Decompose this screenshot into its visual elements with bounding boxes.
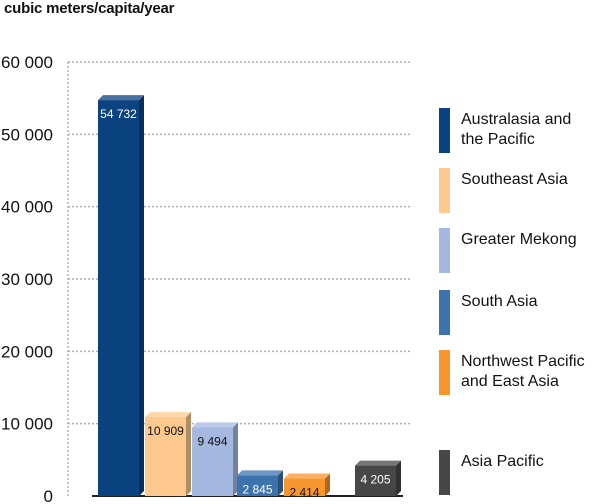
bar-value-label: 9 494 xyxy=(197,434,227,448)
legend-swatch xyxy=(439,350,450,395)
legend-swatch xyxy=(439,168,450,213)
bar: 4 205 xyxy=(355,460,401,496)
legend-label: Southeast Asia xyxy=(461,171,568,188)
y-tick-label: 0 xyxy=(44,487,53,504)
legend-swatch xyxy=(439,290,450,335)
bar: 2 414 xyxy=(284,473,330,500)
legend-item: Asia Pacific xyxy=(439,450,544,495)
legend-label: Northwest Pacific and East Asia xyxy=(461,353,585,390)
bar-value-label: 10 909 xyxy=(147,424,184,438)
y-axis-ticks: 0 10 000 20 000 30 000 40 000 50 000 60 000 xyxy=(1,53,53,504)
bar: 2 845 xyxy=(237,470,283,496)
y-tick-label: 10 000 xyxy=(1,415,53,434)
legend-item: Australasia and the Pacific xyxy=(439,108,571,153)
legend-swatch xyxy=(439,450,450,495)
y-tick-label: 40 000 xyxy=(1,198,53,217)
y-tick-label: 50 000 xyxy=(1,125,53,144)
bars: 54 732 10 909 9 494 2 845 2 414 4 205 xyxy=(98,95,401,500)
legend-label: Australasia and the Pacific xyxy=(461,111,571,148)
bar: 9 494 xyxy=(192,422,238,496)
legend-item: Northwest Pacific and East Asia xyxy=(439,350,585,395)
y-axis-unit-label: cubic meters/capita/year xyxy=(4,0,175,17)
legend-label: Greater Mekong xyxy=(461,231,577,248)
legend-item: Southeast Asia xyxy=(439,168,568,213)
legend-swatch xyxy=(439,228,450,273)
bar: 10 909 xyxy=(145,412,191,496)
legend-item: South Asia xyxy=(439,290,538,335)
bar-value-label: 2 414 xyxy=(289,486,319,500)
y-tick-label: 60 000 xyxy=(1,53,53,72)
y-tick-label: 20 000 xyxy=(1,342,53,361)
y-tick-label: 30 000 xyxy=(1,270,53,289)
bar-value-label: 4 205 xyxy=(360,473,390,487)
bar-value-label: 2 845 xyxy=(242,482,272,496)
legend-label: Asia Pacific xyxy=(461,453,544,470)
legend-item: Greater Mekong xyxy=(439,228,577,273)
bar-value-label: 54 732 xyxy=(100,107,137,121)
bar: 54 732 xyxy=(98,95,144,497)
legend: Australasia and the Pacific Southeast Asia… xyxy=(439,108,585,495)
legend-label: South Asia xyxy=(461,293,538,310)
legend-swatch xyxy=(439,108,450,153)
